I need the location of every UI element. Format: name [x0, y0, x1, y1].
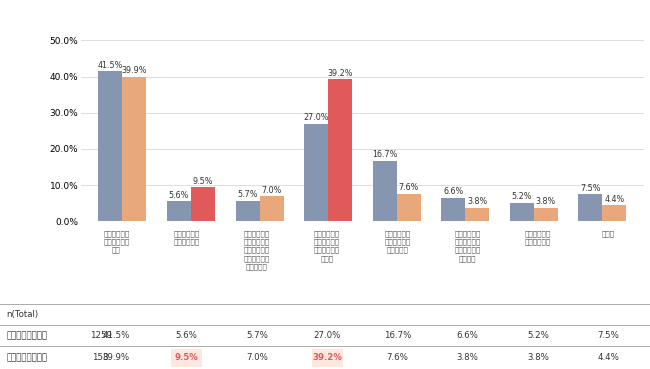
- Text: 7.5%: 7.5%: [597, 331, 619, 340]
- Text: 16.7%: 16.7%: [372, 151, 397, 159]
- Text: 【関東】非加入者: 【関東】非加入者: [6, 353, 47, 362]
- Text: 5.2%: 5.2%: [527, 331, 549, 340]
- Bar: [98, 71, 122, 221]
- Text: 大地震が発生
した際は、公
的支援や義援
金が期待でき
そうだから: 大地震が発生 した際は、公 的支援や義援 金が期待でき そうだから: [244, 231, 270, 270]
- Text: 16.7%: 16.7%: [384, 331, 411, 340]
- Bar: [396, 194, 421, 221]
- Text: 39.2%: 39.2%: [312, 353, 342, 362]
- Text: 6.6%: 6.6%: [457, 331, 479, 340]
- Text: 4.4%: 4.4%: [604, 195, 625, 204]
- Text: 3.8%: 3.8%: [467, 197, 488, 206]
- Text: 地震はしばら
く起こらない
と思うから: 地震はしばら く起こらない と思うから: [384, 231, 411, 254]
- Text: 5.7%: 5.7%: [246, 331, 268, 340]
- Text: 41.5%: 41.5%: [98, 61, 123, 70]
- Bar: [578, 194, 603, 221]
- FancyBboxPatch shape: [311, 349, 343, 367]
- Text: 39.9%: 39.9%: [122, 66, 147, 76]
- Text: 5.7%: 5.7%: [237, 190, 258, 199]
- Text: 4.4%: 4.4%: [597, 353, 619, 362]
- Text: 158: 158: [92, 353, 109, 362]
- Bar: [122, 77, 146, 221]
- Text: 保険料を支払
う余裕がない
から: 保険料を支払 う余裕がない から: [103, 231, 129, 254]
- Text: 【全国】非加入者: 【全国】非加入者: [6, 331, 47, 340]
- Bar: [328, 79, 352, 221]
- FancyBboxPatch shape: [171, 349, 202, 367]
- Text: 3.8%: 3.8%: [527, 353, 549, 362]
- Text: 3.8%: 3.8%: [457, 353, 479, 362]
- Bar: [235, 201, 259, 221]
- Text: 契約方法がわ
からないから: 契約方法がわ からないから: [525, 231, 551, 245]
- Bar: [534, 208, 558, 221]
- Text: 27.0%: 27.0%: [304, 113, 329, 122]
- Text: 7.6%: 7.6%: [398, 183, 419, 193]
- Bar: [465, 208, 489, 221]
- Text: 41.5%: 41.5%: [103, 331, 130, 340]
- Text: 39.9%: 39.9%: [103, 353, 130, 362]
- Text: 9.5%: 9.5%: [192, 176, 213, 186]
- Bar: [259, 196, 283, 221]
- Text: 27.0%: 27.0%: [313, 331, 341, 340]
- Text: 地震保険の補
償内容をよく
理解していな
いから: 地震保険の補 償内容をよく 理解していな いから: [314, 231, 341, 262]
- Text: n(Total): n(Total): [6, 310, 38, 319]
- Text: 5.6%: 5.6%: [176, 331, 198, 340]
- Bar: [372, 161, 396, 221]
- Text: 6.6%: 6.6%: [443, 187, 463, 196]
- Bar: [441, 197, 465, 221]
- Text: 1259: 1259: [90, 331, 112, 340]
- Text: 3.8%: 3.8%: [536, 197, 556, 206]
- Bar: [167, 201, 191, 221]
- Text: 9.5%: 9.5%: [175, 353, 198, 362]
- Text: 7.0%: 7.0%: [261, 186, 281, 194]
- Text: 5.6%: 5.6%: [169, 191, 189, 200]
- Bar: [304, 124, 328, 221]
- Bar: [603, 206, 627, 221]
- Text: 持ち家ではな
いから／賃貸
物件に住んで
いるから: 持ち家ではな いから／賃貸 物件に住んで いるから: [454, 231, 481, 262]
- Bar: [510, 203, 534, 221]
- Text: 5.2%: 5.2%: [512, 192, 532, 201]
- Text: その他: その他: [602, 231, 615, 237]
- Text: 7.5%: 7.5%: [580, 184, 601, 193]
- Text: 7.6%: 7.6%: [387, 353, 408, 362]
- Text: 預贪金等で十
分賃えるから: 預贪金等で十 分賃えるから: [174, 231, 200, 245]
- Bar: [191, 187, 215, 221]
- Text: 7.0%: 7.0%: [246, 353, 268, 362]
- Text: 39.2%: 39.2%: [328, 69, 353, 78]
